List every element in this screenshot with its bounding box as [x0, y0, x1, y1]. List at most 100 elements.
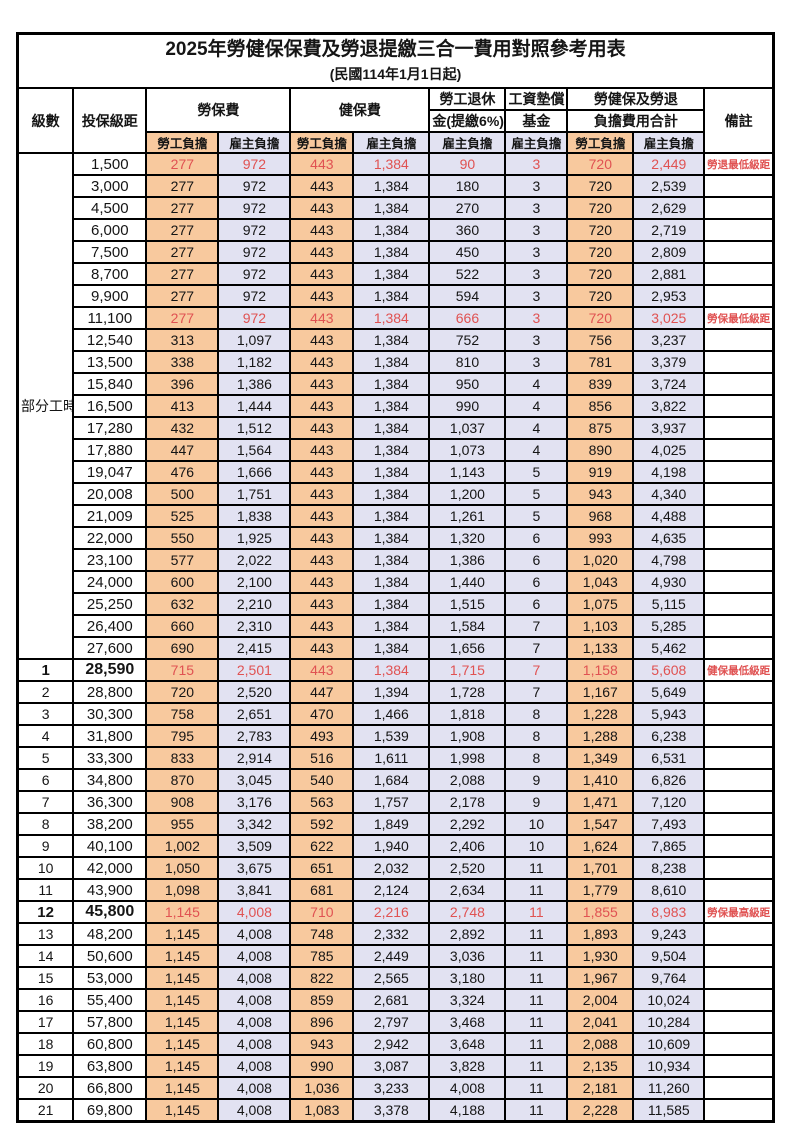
value-cell: 972 — [217, 262, 292, 286]
value-cell: 756 — [566, 328, 635, 352]
value-cell: 833 — [145, 746, 220, 770]
level-cell: 1 — [16, 658, 75, 682]
remark-cell — [703, 526, 775, 550]
remark-cell — [703, 724, 775, 748]
bracket-cell: 16,500 — [72, 394, 148, 418]
value-cell: 3 — [504, 174, 569, 198]
value-cell: 6 — [504, 526, 569, 550]
value-cell: 2,634 — [428, 878, 507, 902]
value-cell: 890 — [566, 438, 635, 462]
bracket-cell: 25,250 — [72, 592, 148, 616]
remark-cell: 勞退最低級距 — [703, 152, 775, 176]
value-cell: 785 — [289, 944, 355, 968]
value-cell: 1,133 — [566, 636, 635, 660]
value-cell: 2,783 — [217, 724, 292, 748]
value-cell: 875 — [566, 416, 635, 440]
value-cell: 5,608 — [632, 658, 706, 682]
value-cell: 5,462 — [632, 636, 706, 660]
value-cell: 11 — [504, 922, 569, 946]
bracket-cell: 9,900 — [72, 284, 148, 308]
value-cell: 2,651 — [217, 702, 292, 726]
value-cell: 443 — [289, 328, 355, 352]
value-cell: 1,050 — [145, 856, 220, 880]
value-cell: 447 — [145, 438, 220, 462]
value-cell: 277 — [145, 262, 220, 286]
bracket-cell: 4,500 — [72, 196, 148, 220]
value-cell: 500 — [145, 482, 220, 506]
remark-cell — [703, 680, 775, 704]
value-cell: 1,410 — [566, 768, 635, 792]
value-cell: 4,008 — [217, 1054, 292, 1078]
value-cell: 1,466 — [352, 702, 431, 726]
value-cell: 11,260 — [632, 1076, 706, 1100]
value-cell: 7 — [504, 636, 569, 660]
subheader-labor-employer: 雇主負擔 — [217, 131, 292, 154]
remark-cell — [703, 262, 775, 286]
bracket-cell: 24,000 — [72, 570, 148, 594]
value-cell: 1,200 — [428, 482, 507, 506]
col-header-pension-line1: 勞工退休 — [428, 87, 507, 111]
value-cell: 859 — [289, 988, 355, 1012]
table-row: 20,008 500 1,751 443 1,384 1,200 5 943 4,340 — [18, 482, 775, 506]
bracket-cell: 43,900 — [72, 878, 148, 902]
bracket-cell: 15,840 — [72, 372, 148, 396]
value-cell: 7,493 — [632, 812, 706, 836]
remark-cell — [703, 922, 775, 946]
value-cell: 443 — [289, 306, 355, 330]
value-cell: 1,384 — [352, 196, 431, 220]
table-row: 22,000 550 1,925 443 1,384 1,320 6 993 4,635 — [18, 526, 775, 550]
value-cell: 6 — [504, 548, 569, 572]
level-cell: 18 — [16, 1032, 75, 1056]
value-cell: 993 — [566, 526, 635, 550]
value-cell: 1,384 — [352, 504, 431, 528]
col-header-level: 級數 — [16, 87, 75, 154]
title-row: 2025年勞健保保費及勞退提繳三合一費用對照參考用表 (民國114年1月1日起) — [16, 32, 775, 89]
remark-cell — [703, 240, 775, 264]
value-cell: 4,008 — [217, 1076, 292, 1100]
bracket-cell: 21,009 — [72, 504, 148, 528]
level-cell-part-time: 部分工時 — [16, 152, 75, 660]
table-row: 25,250 632 2,210 443 1,384 1,515 6 1,075 5,115 — [18, 592, 775, 616]
value-cell: 1,893 — [566, 922, 635, 946]
bracket-cell: 30,300 — [72, 702, 148, 726]
value-cell: 1,228 — [566, 702, 635, 726]
table-row: 16,500 413 1,444 443 1,384 990 4 856 3,822 — [18, 394, 775, 418]
value-cell: 758 — [145, 702, 220, 726]
value-cell: 443 — [289, 416, 355, 440]
table-row: 6,000 277 972 443 1,384 360 3 720 2,719 — [18, 218, 775, 242]
subheader-labor-employee: 勞工負擔 — [145, 131, 220, 154]
bracket-cell: 11,100 — [72, 306, 148, 330]
value-cell: 277 — [145, 152, 220, 176]
value-cell: 443 — [289, 152, 355, 176]
value-cell: 3,828 — [428, 1054, 507, 1078]
value-cell: 972 — [217, 174, 292, 198]
value-cell: 9 — [504, 768, 569, 792]
value-cell: 1,075 — [566, 592, 635, 616]
value-cell: 10,284 — [632, 1010, 706, 1034]
value-cell: 1,779 — [566, 878, 635, 902]
bracket-cell: 40,100 — [72, 834, 148, 858]
bracket-cell: 55,400 — [72, 988, 148, 1012]
value-cell: 1,584 — [428, 614, 507, 638]
table-row: 21,009 525 1,838 443 1,384 1,261 5 968 4,488 — [18, 504, 775, 528]
value-cell: 443 — [289, 284, 355, 308]
value-cell: 3,036 — [428, 944, 507, 968]
value-cell: 720 — [566, 262, 635, 286]
value-cell: 856 — [566, 394, 635, 418]
value-cell: 476 — [145, 460, 220, 484]
value-cell: 2,681 — [352, 988, 431, 1012]
table-row: 21 69,800 1,145 4,008 1,083 3,378 4,188 11 2,228… — [16, 1098, 775, 1123]
value-cell: 1,908 — [428, 724, 507, 748]
value-cell: 3,509 — [217, 834, 292, 858]
remark-cell — [703, 416, 775, 440]
remark-cell — [703, 174, 775, 198]
bracket-cell: 33,300 — [72, 746, 148, 770]
table-row: 19 63,800 1,145 4,008 990 3,087 3,828 11 2,135 10… — [16, 1054, 775, 1078]
remark-cell — [703, 768, 775, 792]
subheader-total-employee: 勞工負擔 — [566, 131, 635, 154]
value-cell: 720 — [566, 152, 635, 176]
value-cell: 10,934 — [632, 1054, 706, 1078]
value-cell: 1,349 — [566, 746, 635, 770]
remark-cell — [703, 966, 775, 990]
value-cell: 1,728 — [428, 680, 507, 704]
